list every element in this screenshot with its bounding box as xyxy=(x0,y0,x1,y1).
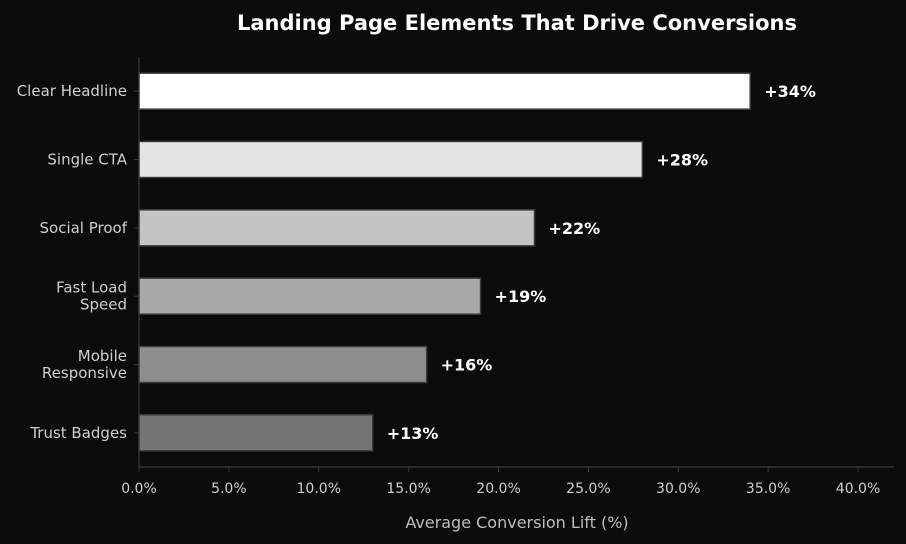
x-tick-label-5: 25.0% xyxy=(566,481,610,497)
x-ticks-group: 0.0% 5.0% 10.0% 15.0% 20.0% 25.0% 30.0% 35.0% 40… xyxy=(121,467,880,497)
x-tick-label-3: 15.0% xyxy=(386,481,430,497)
category-label-5: Trust Badges xyxy=(29,424,127,442)
x-tick-label-6: 30.0% xyxy=(656,481,700,497)
category-label-2: Social Proof xyxy=(40,219,128,237)
x-axis-label: Average Conversion Lift (%) xyxy=(405,513,628,532)
data-label-2: +22% xyxy=(548,219,600,238)
x-tick-label-1: 5.0% xyxy=(211,481,247,497)
x-tick-label-8: 40.0% xyxy=(836,481,880,497)
x-tick-label-7: 35.0% xyxy=(746,481,790,497)
bar-3 xyxy=(138,277,482,315)
bar-0 xyxy=(138,72,751,110)
data-label-4: +16% xyxy=(441,356,493,375)
bar-2 xyxy=(138,209,536,247)
bar-1 xyxy=(138,140,644,179)
chart-title: Landing Page Elements That Drive Convers… xyxy=(237,11,797,35)
bar-5 xyxy=(138,414,374,452)
data-label-0: +34% xyxy=(764,82,816,101)
bar-4 xyxy=(138,345,428,384)
category-label-3: Fast Load Speed xyxy=(56,279,127,314)
data-labels-group: +34% +28% +22% +19% +16% +13% xyxy=(387,82,816,443)
category-label-1: Single CTA xyxy=(47,151,127,169)
x-tick-label-0: 0.0% xyxy=(121,481,157,497)
category-label-4: Mobile Responsive xyxy=(42,347,127,382)
data-label-5: +13% xyxy=(387,424,439,443)
data-label-1: +28% xyxy=(656,151,708,170)
x-tick-label-4: 20.0% xyxy=(476,481,520,497)
x-tick-label-2: 10.0% xyxy=(297,481,341,497)
category-label-0: Clear Headline xyxy=(17,82,127,100)
bars-group xyxy=(138,72,751,452)
category-labels-group: Clear Headline Single CTA Social Proof Fast… xyxy=(17,82,128,442)
data-label-3: +19% xyxy=(495,287,547,306)
